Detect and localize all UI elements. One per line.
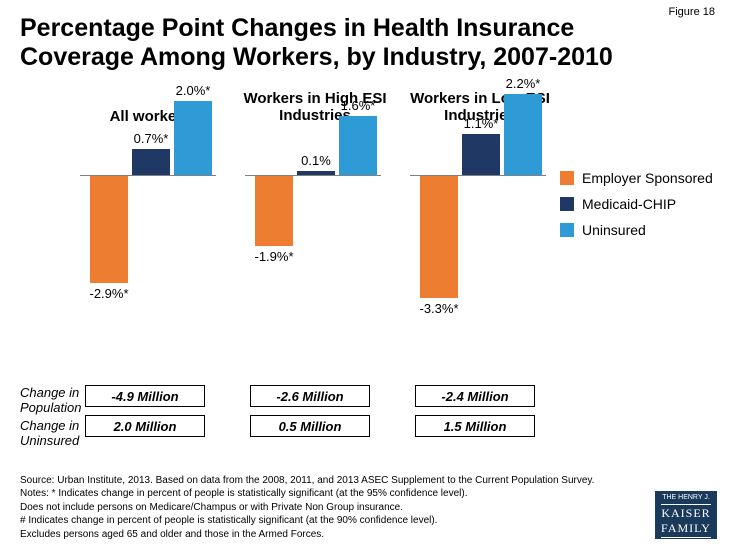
bar-medicaid bbox=[297, 171, 335, 175]
change-uninsured-box: 1.5 Million bbox=[415, 415, 535, 437]
bar-value-label: 2.0%* bbox=[163, 83, 223, 98]
row-label-uninsured: Change in Uninsured bbox=[20, 418, 90, 448]
bar-medicaid bbox=[132, 149, 170, 175]
bar-uninsured bbox=[504, 94, 542, 175]
bar-employer bbox=[420, 176, 458, 298]
bar-value-label: -1.9%* bbox=[244, 249, 304, 264]
logo-line1: THE HENRY J. bbox=[657, 494, 715, 502]
legend: Employer Sponsored Medicaid-CHIP Uninsured bbox=[560, 170, 713, 248]
kaiser-logo: THE HENRY J. KAISER FAMILY FOUNDATION bbox=[655, 491, 717, 539]
legend-label: Employer Sponsored bbox=[582, 170, 713, 186]
change-population-box: -2.4 Million bbox=[415, 385, 535, 407]
logo-line3: FAMILY bbox=[657, 522, 715, 535]
bar-medicaid bbox=[462, 134, 500, 175]
bar-value-label: 1.1%* bbox=[451, 116, 511, 131]
note-line: Source: Urban Institute, 2013. Based on … bbox=[20, 474, 635, 488]
legend-item: Medicaid-CHIP bbox=[560, 196, 713, 212]
change-population-box: -4.9 Million bbox=[85, 385, 205, 407]
bar-employer bbox=[255, 176, 293, 246]
change-uninsured-box: 2.0 Million bbox=[85, 415, 205, 437]
change-population-box: -2.6 Million bbox=[250, 385, 370, 407]
bar-value-label: 2.2%* bbox=[493, 76, 553, 91]
bar-value-label: -2.9%* bbox=[79, 286, 139, 301]
legend-item: Uninsured bbox=[560, 222, 713, 238]
note-line: Does not include persons on Medicare/Cha… bbox=[20, 501, 635, 515]
bar-uninsured bbox=[339, 116, 377, 175]
legend-swatch bbox=[560, 171, 574, 185]
bar-value-label: 0.7%* bbox=[121, 131, 181, 146]
logo-line2: KAISER bbox=[657, 507, 715, 520]
source-notes: Source: Urban Institute, 2013. Based on … bbox=[20, 474, 635, 542]
bar-value-label: 0.1% bbox=[286, 153, 346, 168]
row-label-population: Change in Population bbox=[20, 385, 90, 415]
bar-value-label: -3.3%* bbox=[409, 301, 469, 316]
legend-label: Uninsured bbox=[582, 222, 646, 238]
chart-title: Percentage Point Changes in Health Insur… bbox=[20, 14, 675, 72]
logo-line4: FOUNDATION bbox=[657, 540, 715, 548]
legend-label: Medicaid-CHIP bbox=[582, 196, 676, 212]
note-line: Excludes persons aged 65 and older and t… bbox=[20, 528, 635, 542]
figure-number: Figure 18 bbox=[669, 6, 715, 18]
bar-uninsured bbox=[174, 101, 212, 175]
note-line: # Indicates change in percent of people … bbox=[20, 514, 635, 528]
note-line: Notes: * Indicates change in percent of … bbox=[20, 487, 635, 501]
legend-swatch bbox=[560, 197, 574, 211]
change-uninsured-box: 0.5 Million bbox=[250, 415, 370, 437]
bar-value-label: 1.6%* bbox=[328, 98, 388, 113]
legend-swatch bbox=[560, 223, 574, 237]
bar-employer bbox=[90, 176, 128, 283]
legend-item: Employer Sponsored bbox=[560, 170, 713, 186]
